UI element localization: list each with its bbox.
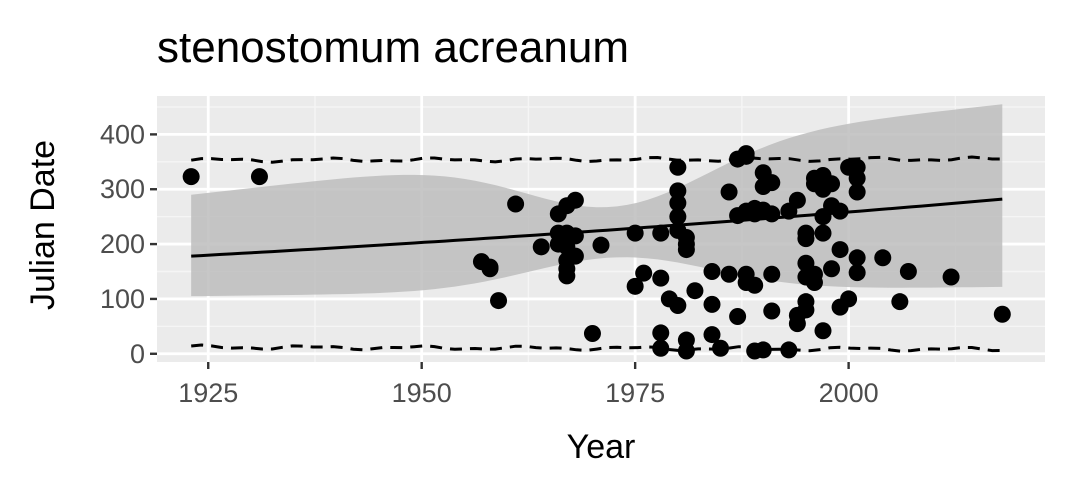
- data-point: [891, 293, 909, 311]
- trend-line: [191, 197, 1003, 258]
- x-tick-label: 2000: [819, 378, 879, 408]
- data-point: [686, 282, 704, 300]
- data-point: [848, 169, 866, 187]
- data-point: [592, 236, 610, 254]
- data-point: [250, 168, 268, 186]
- data-point: [788, 191, 806, 209]
- y-tick-label: 400: [100, 119, 145, 149]
- data-point: [763, 265, 781, 283]
- data-point: [490, 292, 508, 310]
- data-point: [669, 158, 687, 176]
- data-point: [814, 322, 832, 340]
- confidence-band: [191, 104, 1003, 297]
- lower-quantile-line: [191, 343, 1003, 353]
- data-point: [566, 191, 584, 209]
- y-tick-label: 200: [100, 229, 145, 259]
- data-point: [703, 263, 721, 281]
- data-point: [942, 268, 960, 286]
- upper-quantile-line: [190, 155, 1003, 164]
- data-point: [754, 341, 772, 359]
- data-point: [780, 341, 798, 359]
- data-point: [481, 258, 499, 276]
- data-point: [626, 277, 644, 295]
- data-point: [558, 267, 576, 285]
- data-point: [848, 183, 866, 201]
- data-point: [797, 301, 815, 319]
- data-point: [729, 307, 747, 325]
- data-point: [669, 208, 687, 226]
- data-point: [583, 324, 601, 342]
- data-point: [788, 315, 806, 333]
- y-axis-title: Julian Date: [24, 140, 62, 310]
- data-point: [797, 230, 815, 248]
- data-point: [652, 339, 670, 357]
- data-point: [532, 238, 550, 256]
- x-axis: 1925 1950 1975 2000: [178, 362, 879, 408]
- y-tick-label: 300: [100, 174, 145, 204]
- data-point: [652, 324, 670, 342]
- data-point: [848, 264, 866, 282]
- data-point: [763, 205, 781, 223]
- data-point: [831, 202, 849, 220]
- data-point: [669, 297, 687, 315]
- data-point: [993, 305, 1011, 323]
- data-point: [652, 224, 670, 242]
- data-point: [746, 276, 764, 294]
- data-point: [874, 249, 892, 267]
- data-point: [823, 175, 841, 193]
- data-point: [677, 241, 695, 259]
- y-tick-label: 0: [130, 339, 145, 369]
- data-point: [703, 326, 721, 344]
- data-point: [763, 302, 781, 320]
- ci-band: [191, 104, 1003, 297]
- data-point: [635, 264, 653, 282]
- data-point: [899, 263, 917, 281]
- data-point: [763, 174, 781, 192]
- data-point: [805, 273, 823, 291]
- quantile-lines: [190, 155, 1003, 353]
- y-tick-label: 100: [100, 284, 145, 314]
- data-point: [669, 194, 687, 212]
- x-tick-label: 1975: [605, 378, 665, 408]
- data-point: [182, 168, 200, 186]
- data-point: [814, 224, 832, 242]
- chart-title: stenostomum acreanum: [157, 23, 629, 72]
- data-point: [669, 182, 687, 200]
- data-points: [182, 145, 1011, 360]
- x-tick-label: 1925: [178, 378, 238, 408]
- data-point: [737, 147, 755, 165]
- data-point: [626, 224, 644, 242]
- data-point: [823, 260, 841, 278]
- data-point: [840, 290, 858, 308]
- data-point: [652, 269, 670, 287]
- data-point: [703, 295, 721, 313]
- data-point: [720, 183, 738, 201]
- y-axis: 0 100 200 300 400: [100, 119, 157, 369]
- data-point: [712, 339, 730, 357]
- data-point: [677, 342, 695, 360]
- data-point: [566, 227, 584, 245]
- data-point: [831, 241, 849, 259]
- data-point: [566, 247, 584, 265]
- data-point: [507, 195, 525, 213]
- x-axis-title: Year: [567, 428, 636, 466]
- x-tick-label: 1950: [392, 378, 452, 408]
- data-point: [848, 249, 866, 267]
- trend-path: [191, 197, 1003, 258]
- data-point: [720, 265, 738, 283]
